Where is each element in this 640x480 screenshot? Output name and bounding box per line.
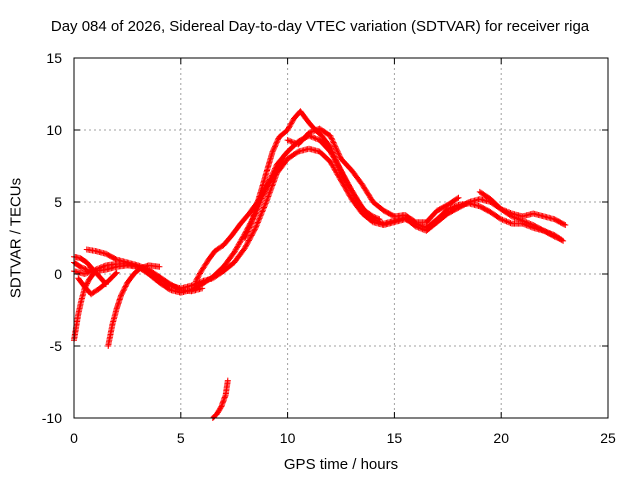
data-point-markers <box>284 125 462 226</box>
series-track-6 <box>71 268 99 344</box>
data-point-markers <box>71 268 99 344</box>
y-tick-label: -10 <box>42 410 62 426</box>
x-axis-label: GPS time / hours <box>283 456 399 473</box>
data-point-markers <box>209 377 231 421</box>
y-tick-label: 0 <box>54 266 62 282</box>
y-tick-label: 10 <box>46 122 62 138</box>
chart-title: Day 084 of 2026, Sidereal Day-to-day VTE… <box>50 18 590 35</box>
series-track-8 <box>192 155 287 285</box>
series-track-7 <box>209 377 231 421</box>
series-track-12 <box>75 269 120 298</box>
plot-frame <box>73 57 609 419</box>
series-track-5 <box>105 262 163 349</box>
x-tick-label: 15 <box>387 430 403 446</box>
axis-ticks: 0 5 10 15 20 25 -10 -5 0 5 10 15 <box>42 50 616 446</box>
data-point-markers <box>83 246 206 295</box>
data-marks <box>71 108 569 421</box>
series-track-4 <box>83 246 206 295</box>
data-point-markers <box>241 108 383 241</box>
series-track-9 <box>284 125 462 226</box>
x-tick-label: 25 <box>600 430 616 446</box>
x-tick-label: 5 <box>177 430 185 446</box>
grid <box>74 58 608 418</box>
data-point-markers <box>192 155 287 285</box>
y-tick-label: 5 <box>54 194 62 210</box>
y-tick-label: 15 <box>46 50 62 66</box>
data-point-markers <box>75 269 120 298</box>
x-tick-label: 10 <box>280 430 296 446</box>
series-track-3 <box>241 108 383 241</box>
y-tick-label: -5 <box>50 338 63 354</box>
data-point-markers <box>476 188 569 228</box>
series-track-10 <box>476 188 569 228</box>
data-point-markers <box>105 262 163 349</box>
x-tick-label: 0 <box>70 430 78 446</box>
x-tick-label: 20 <box>493 430 509 446</box>
